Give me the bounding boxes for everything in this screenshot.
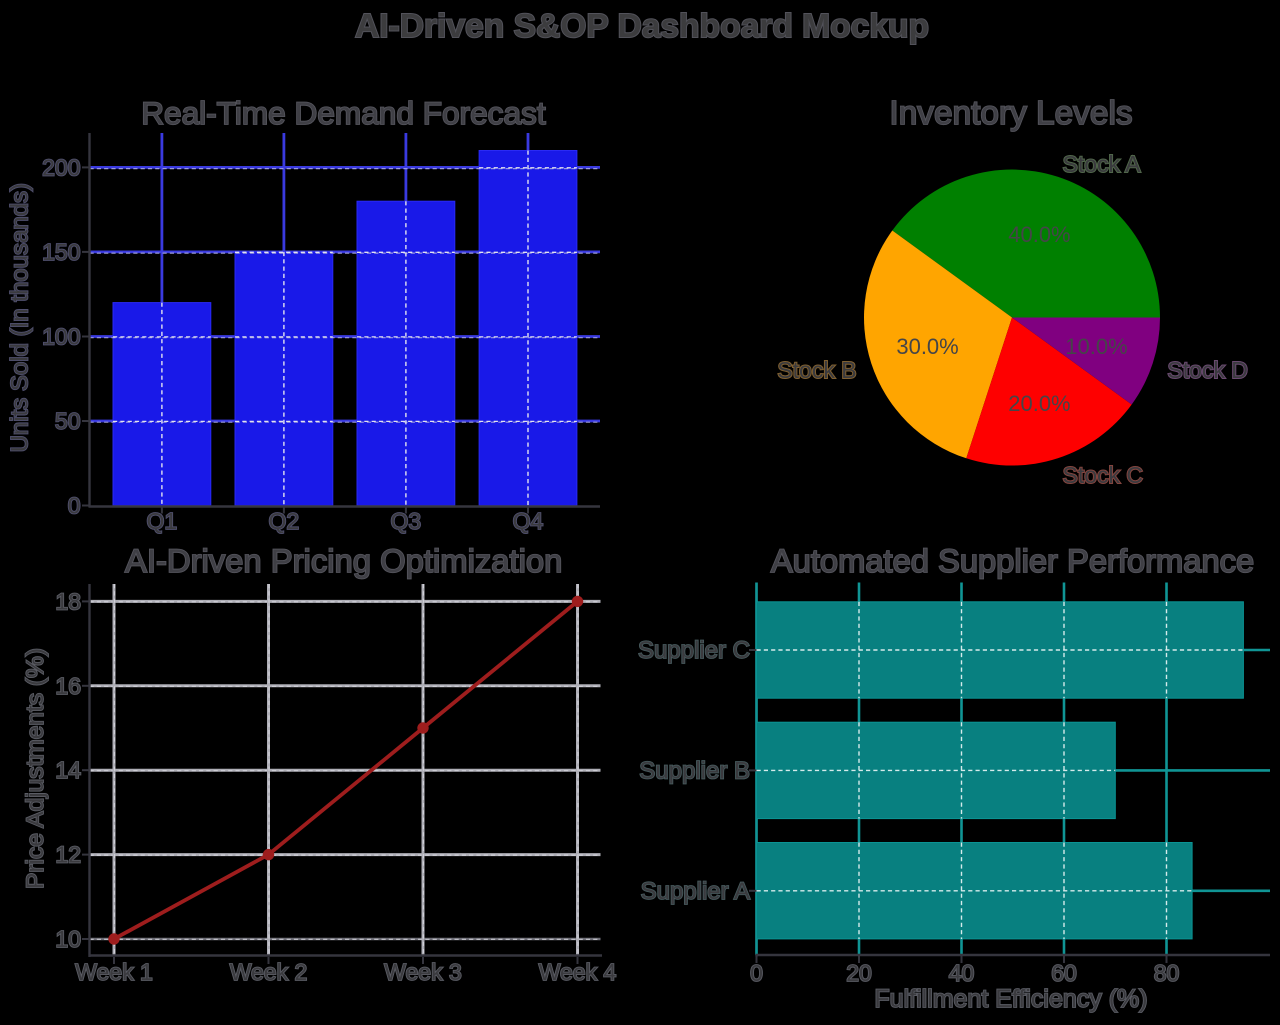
svg-text:Q2: Q2 bbox=[269, 508, 300, 534]
svg-text:80: 80 bbox=[1154, 960, 1180, 986]
svg-text:Week 4: Week 4 bbox=[539, 959, 617, 985]
svg-text:Stock B: Stock B bbox=[777, 357, 856, 383]
svg-text:Price Adjustments (%): Price Adjustments (%) bbox=[22, 648, 49, 889]
svg-text:Q4: Q4 bbox=[513, 508, 544, 534]
svg-text:150: 150 bbox=[42, 239, 80, 265]
svg-text:Units Sold (In thousands): Units Sold (In thousands) bbox=[7, 183, 34, 452]
svg-text:Q1: Q1 bbox=[147, 508, 178, 534]
svg-text:Q2: Q2 bbox=[269, 508, 300, 534]
svg-text:80: 80 bbox=[1154, 960, 1180, 986]
svg-text:100: 100 bbox=[42, 323, 80, 349]
svg-text:16: 16 bbox=[55, 673, 81, 699]
svg-text:AI-Driven Pricing Optimization: AI-Driven Pricing Optimization bbox=[125, 542, 562, 579]
svg-text:AI-Driven S&OP Dashboard Mocku: AI-Driven S&OP Dashboard Mockup bbox=[355, 8, 929, 45]
svg-text:Supplier B: Supplier B bbox=[639, 757, 750, 784]
svg-text:Fulfillment Efficiency (%): Fulfillment Efficiency (%) bbox=[874, 985, 1147, 1013]
svg-text:Stock D: Stock D bbox=[1167, 357, 1248, 383]
svg-text:Stock D: Stock D bbox=[1167, 357, 1248, 383]
svg-text:Stock A: Stock A bbox=[1062, 151, 1141, 177]
svg-text:14: 14 bbox=[55, 757, 81, 783]
svg-text:10.0%: 10.0% bbox=[1065, 334, 1127, 359]
svg-text:Supplier C: Supplier C bbox=[638, 637, 750, 664]
svg-text:60: 60 bbox=[1051, 960, 1077, 986]
svg-text:Supplier B: Supplier B bbox=[639, 757, 750, 784]
svg-text:12: 12 bbox=[55, 842, 81, 868]
svg-text:Q3: Q3 bbox=[391, 508, 422, 534]
svg-text:18: 18 bbox=[55, 588, 81, 614]
svg-text:AI-Driven S&OP Dashboard Mocku: AI-Driven S&OP Dashboard Mockup bbox=[355, 8, 929, 45]
svg-text:Fulfillment Efficiency (%): Fulfillment Efficiency (%) bbox=[874, 985, 1147, 1013]
svg-text:0: 0 bbox=[750, 960, 763, 986]
svg-text:Supplier A: Supplier A bbox=[641, 878, 750, 905]
svg-text:0: 0 bbox=[68, 493, 81, 519]
svg-text:Supplier A: Supplier A bbox=[641, 878, 750, 905]
svg-text:12: 12 bbox=[55, 842, 81, 868]
svg-text:Automated Supplier Performance: Automated Supplier Performance bbox=[771, 542, 1254, 579]
svg-text:Q3: Q3 bbox=[391, 508, 422, 534]
svg-text:0: 0 bbox=[68, 493, 81, 519]
svg-text:Week 2: Week 2 bbox=[230, 959, 308, 985]
svg-text:10: 10 bbox=[55, 926, 81, 952]
svg-text:16: 16 bbox=[55, 673, 81, 699]
svg-text:Week 2: Week 2 bbox=[230, 959, 308, 985]
svg-text:Automated Supplier Performance: Automated Supplier Performance bbox=[771, 542, 1254, 579]
svg-text:Inventory Levels: Inventory Levels bbox=[889, 95, 1132, 132]
svg-text:200: 200 bbox=[42, 154, 80, 180]
svg-text:Week 4: Week 4 bbox=[539, 959, 617, 985]
svg-text:20: 20 bbox=[846, 960, 872, 986]
svg-text:Units Sold (In thousands): Units Sold (In thousands) bbox=[7, 183, 34, 452]
svg-text:30.0%: 30.0% bbox=[896, 334, 958, 359]
svg-text:20.0%: 20.0% bbox=[1008, 391, 1070, 416]
svg-text:40: 40 bbox=[949, 960, 975, 986]
svg-text:150: 150 bbox=[42, 239, 80, 265]
svg-text:Real-Time Demand Forecast: Real-Time Demand Forecast bbox=[141, 95, 546, 131]
svg-text:Stock C: Stock C bbox=[1062, 462, 1143, 488]
svg-text:18: 18 bbox=[55, 588, 81, 614]
svg-text:Supplier C: Supplier C bbox=[638, 637, 750, 664]
svg-text:Week 3: Week 3 bbox=[384, 959, 462, 985]
svg-text:50: 50 bbox=[55, 408, 81, 434]
svg-text:Week 3: Week 3 bbox=[384, 959, 462, 985]
svg-text:Week 1: Week 1 bbox=[75, 959, 153, 985]
svg-text:100: 100 bbox=[42, 323, 80, 349]
svg-text:60: 60 bbox=[1051, 960, 1077, 986]
svg-text:AI-Driven Pricing Optimization: AI-Driven Pricing Optimization bbox=[125, 542, 562, 579]
svg-text:50: 50 bbox=[55, 408, 81, 434]
svg-text:200: 200 bbox=[42, 154, 80, 180]
svg-text:Stock A: Stock A bbox=[1062, 151, 1141, 177]
svg-text:Q1: Q1 bbox=[147, 508, 178, 534]
svg-text:Real-Time Demand Forecast: Real-Time Demand Forecast bbox=[141, 95, 546, 131]
svg-text:10: 10 bbox=[55, 926, 81, 952]
svg-text:14: 14 bbox=[55, 757, 81, 783]
svg-text:40: 40 bbox=[949, 960, 975, 986]
svg-text:Inventory Levels: Inventory Levels bbox=[889, 95, 1132, 132]
svg-text:0: 0 bbox=[750, 960, 763, 986]
svg-text:Q4: Q4 bbox=[513, 508, 544, 534]
svg-text:40.0%: 40.0% bbox=[1008, 222, 1070, 247]
svg-text:Week 1: Week 1 bbox=[75, 959, 153, 985]
svg-text:Stock C: Stock C bbox=[1062, 462, 1143, 488]
svg-text:Stock B: Stock B bbox=[777, 357, 856, 383]
svg-text:Price Adjustments (%): Price Adjustments (%) bbox=[22, 648, 49, 889]
svg-text:20: 20 bbox=[846, 960, 872, 986]
